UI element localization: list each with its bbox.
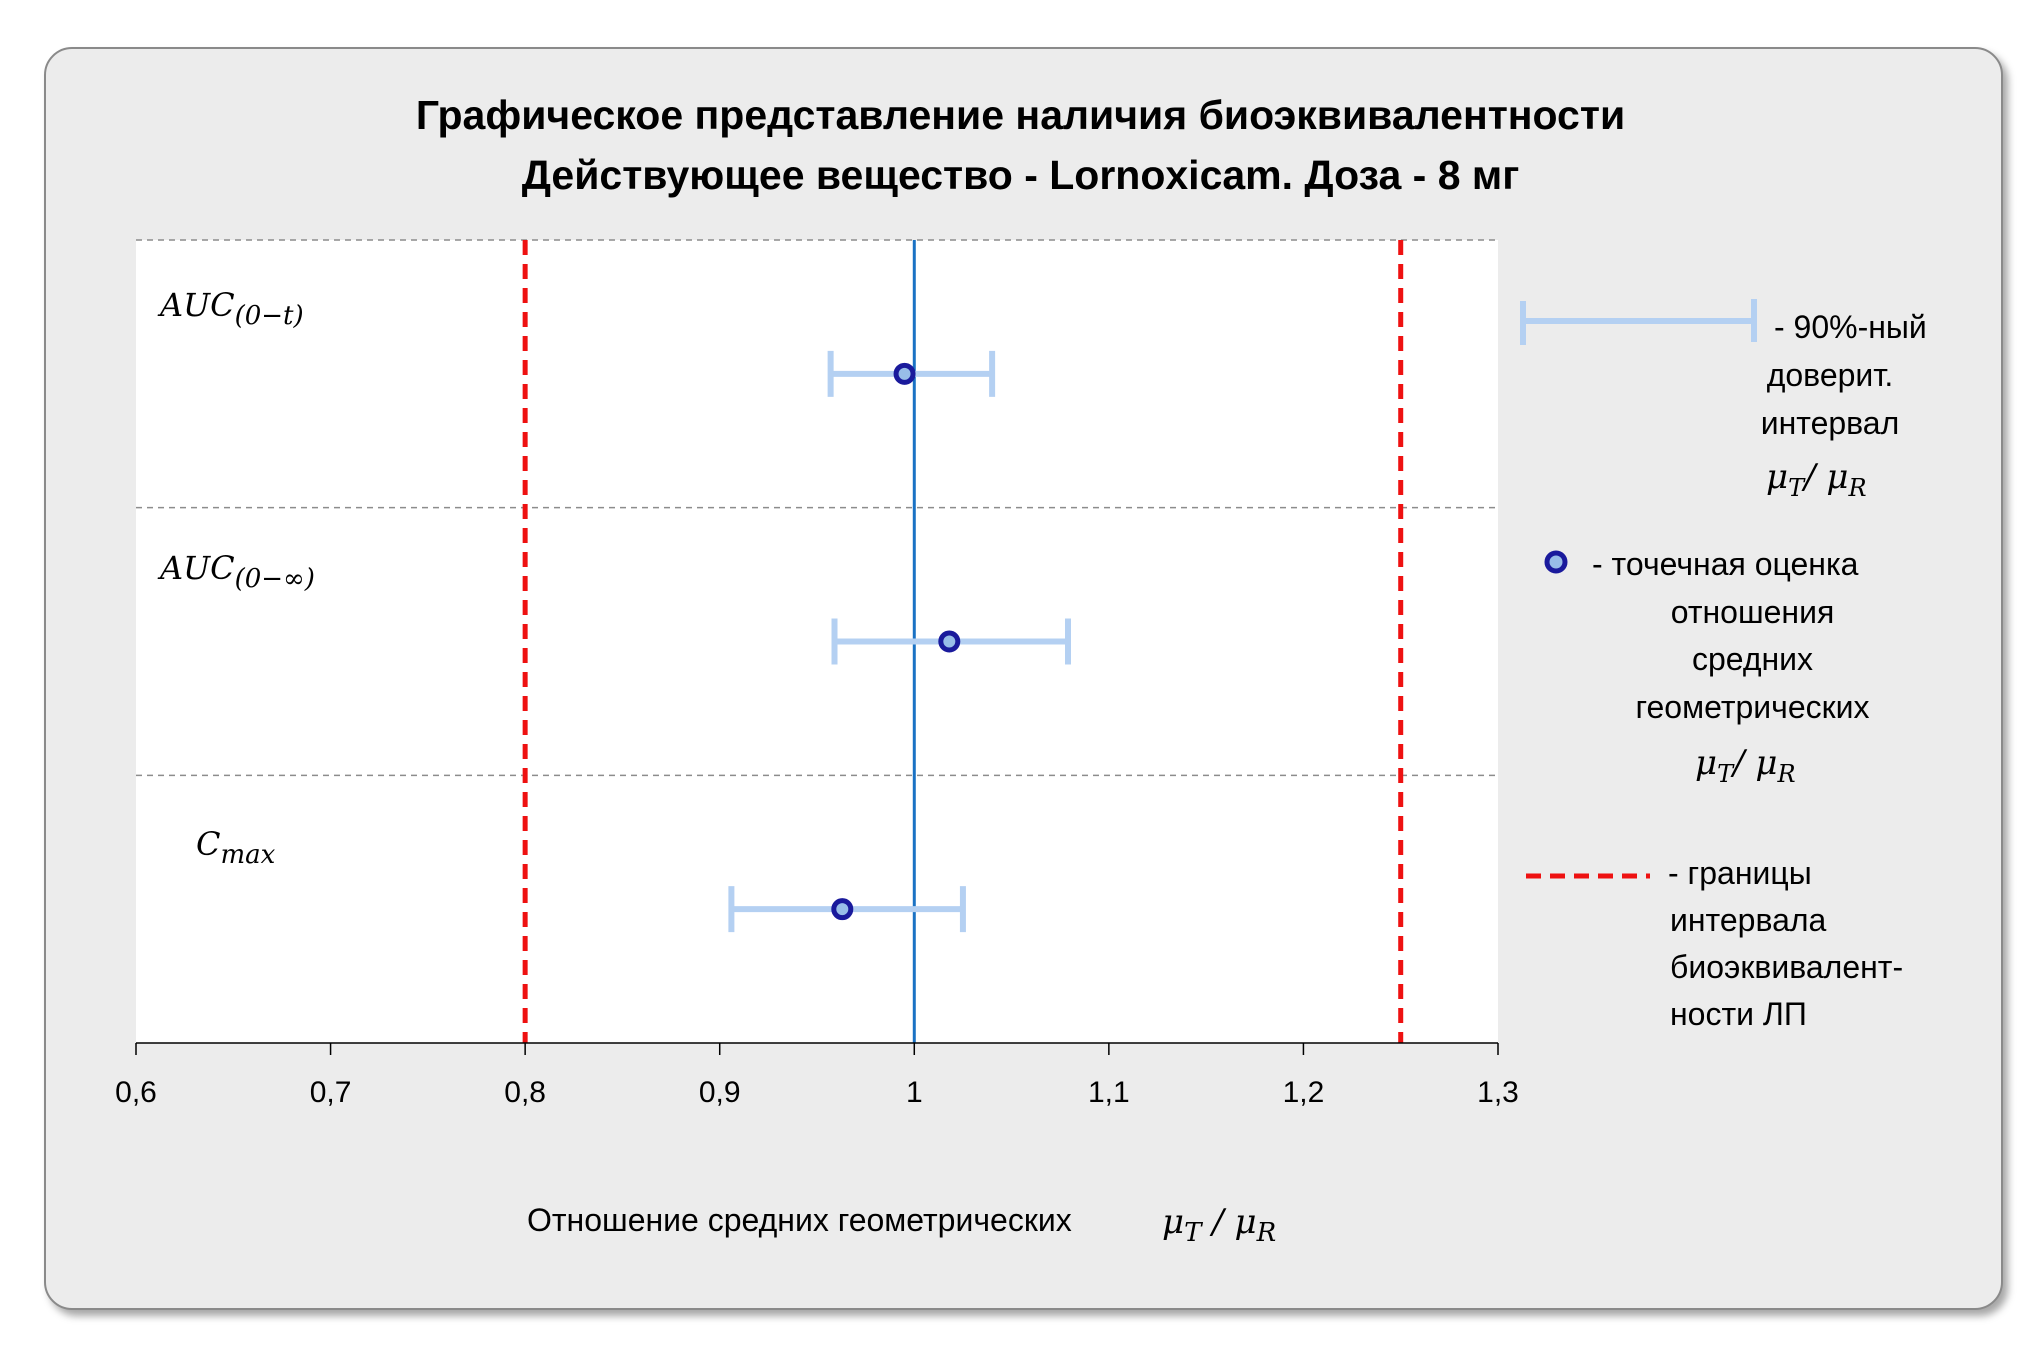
x-tick-label: 0,7 <box>310 1076 352 1109</box>
legend-point-line1: - точечная оценка <box>1592 546 1859 582</box>
legend-ci-line3: интервал <box>1760 405 1900 441</box>
x-tick-label: 1,3 <box>1477 1076 1519 1109</box>
legend-point-line4: геометрических <box>1635 689 1870 725</box>
point-estimate <box>831 898 854 921</box>
row-separators <box>136 239 1498 777</box>
chart-subtitle: Действующее вещество - Lornoxicam. Доза … <box>521 152 1520 198</box>
x-axis-label: Отношение средних геометрических <box>527 1202 1072 1238</box>
legend-limits-line1: - границы <box>1668 855 1812 891</box>
point-estimate <box>938 630 961 653</box>
point-estimate <box>893 362 916 385</box>
legend-point-line2: отношения <box>1670 594 1835 630</box>
row-label-auc-0-t: AUC(0−t) <box>157 286 304 331</box>
legend-ci-ratio: μT/ μR <box>1766 457 1867 502</box>
x-tick-label: 0,8 <box>504 1076 546 1109</box>
legend-limits-line4: ности ЛП <box>1670 996 1807 1032</box>
x-tick-label: 0,6 <box>115 1076 157 1109</box>
legend-ci-line2: доверит. <box>1766 357 1894 393</box>
legend-point-line3: средних <box>1691 641 1814 677</box>
legend-limits-line2: интервала <box>1670 902 1827 938</box>
x-tick-label: 1,1 <box>1088 1076 1130 1109</box>
x-tick-label: 1 <box>906 1076 923 1109</box>
legend-ci-line1: - 90%-ный <box>1774 309 1927 345</box>
legend-point-ratio: μT/ μR <box>1695 743 1796 788</box>
x-tick-label: 1,2 <box>1283 1076 1325 1109</box>
plot-area <box>136 240 1498 1043</box>
legend-point-symbol <box>1544 550 1568 574</box>
legend-ci-symbol <box>1520 299 1757 345</box>
x-tick-label: 0,9 <box>699 1076 741 1109</box>
bioequivalence-limit-lines <box>522 240 1404 1043</box>
x-axis-math-label: μT / μR <box>1162 1202 1276 1248</box>
legend-limits-line3: биоэквивалент- <box>1670 949 1904 985</box>
x-axis: 0,6 0,7 0,8 0,9 1 1,1 1,2 1,3 <box>115 1042 1519 1109</box>
point-estimates <box>831 362 961 921</box>
chart-title: Графическое представление наличия биоэкв… <box>415 92 1626 138</box>
